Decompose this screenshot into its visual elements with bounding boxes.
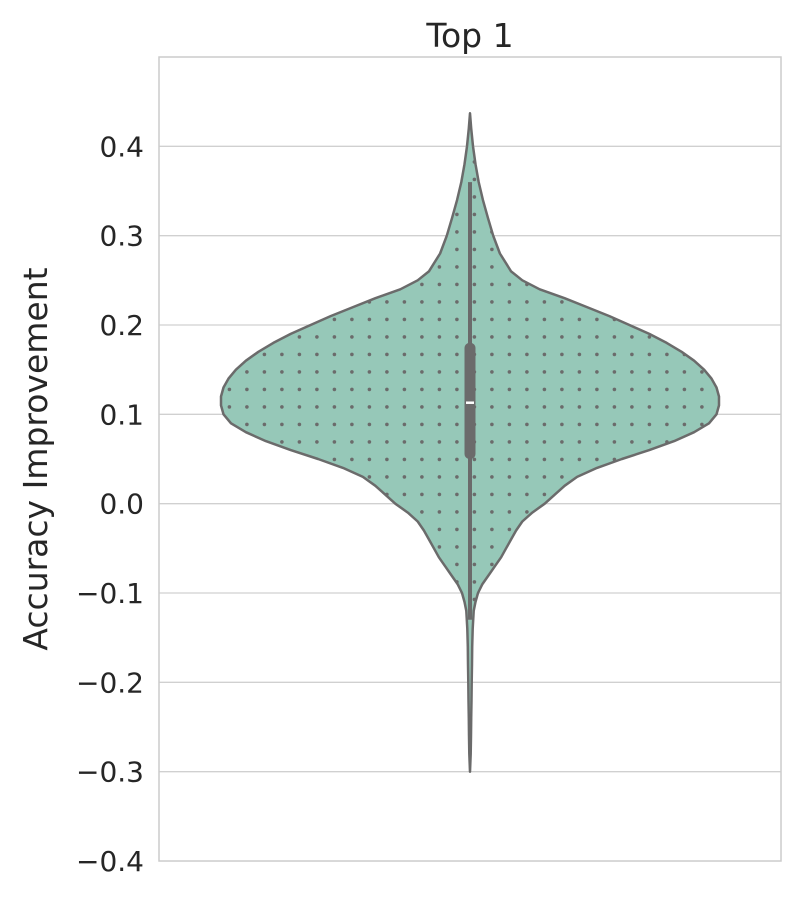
y-tick-labels: −0.4 −0.3 −0.2 −0.1 0.0 0.1 0.2 0.3 0.4 xyxy=(76,130,144,878)
y-tick-label: 0.3 xyxy=(99,220,144,253)
y-axis-label: Accuracy Improvement xyxy=(16,267,55,650)
y-tick-label: 0.4 xyxy=(99,130,144,163)
y-tick-label: 0.2 xyxy=(99,309,144,342)
iqr-box xyxy=(465,343,476,459)
y-tick-label: −0.2 xyxy=(76,666,144,699)
violin xyxy=(221,113,719,771)
y-tick-label: 0.0 xyxy=(99,488,144,521)
chart-title: Top 1 xyxy=(425,16,513,55)
y-tick-label: −0.1 xyxy=(76,577,144,610)
y-tick-label: 0.1 xyxy=(99,398,144,431)
y-tick-label: −0.3 xyxy=(76,756,144,789)
y-tick-label: −0.4 xyxy=(76,845,144,878)
